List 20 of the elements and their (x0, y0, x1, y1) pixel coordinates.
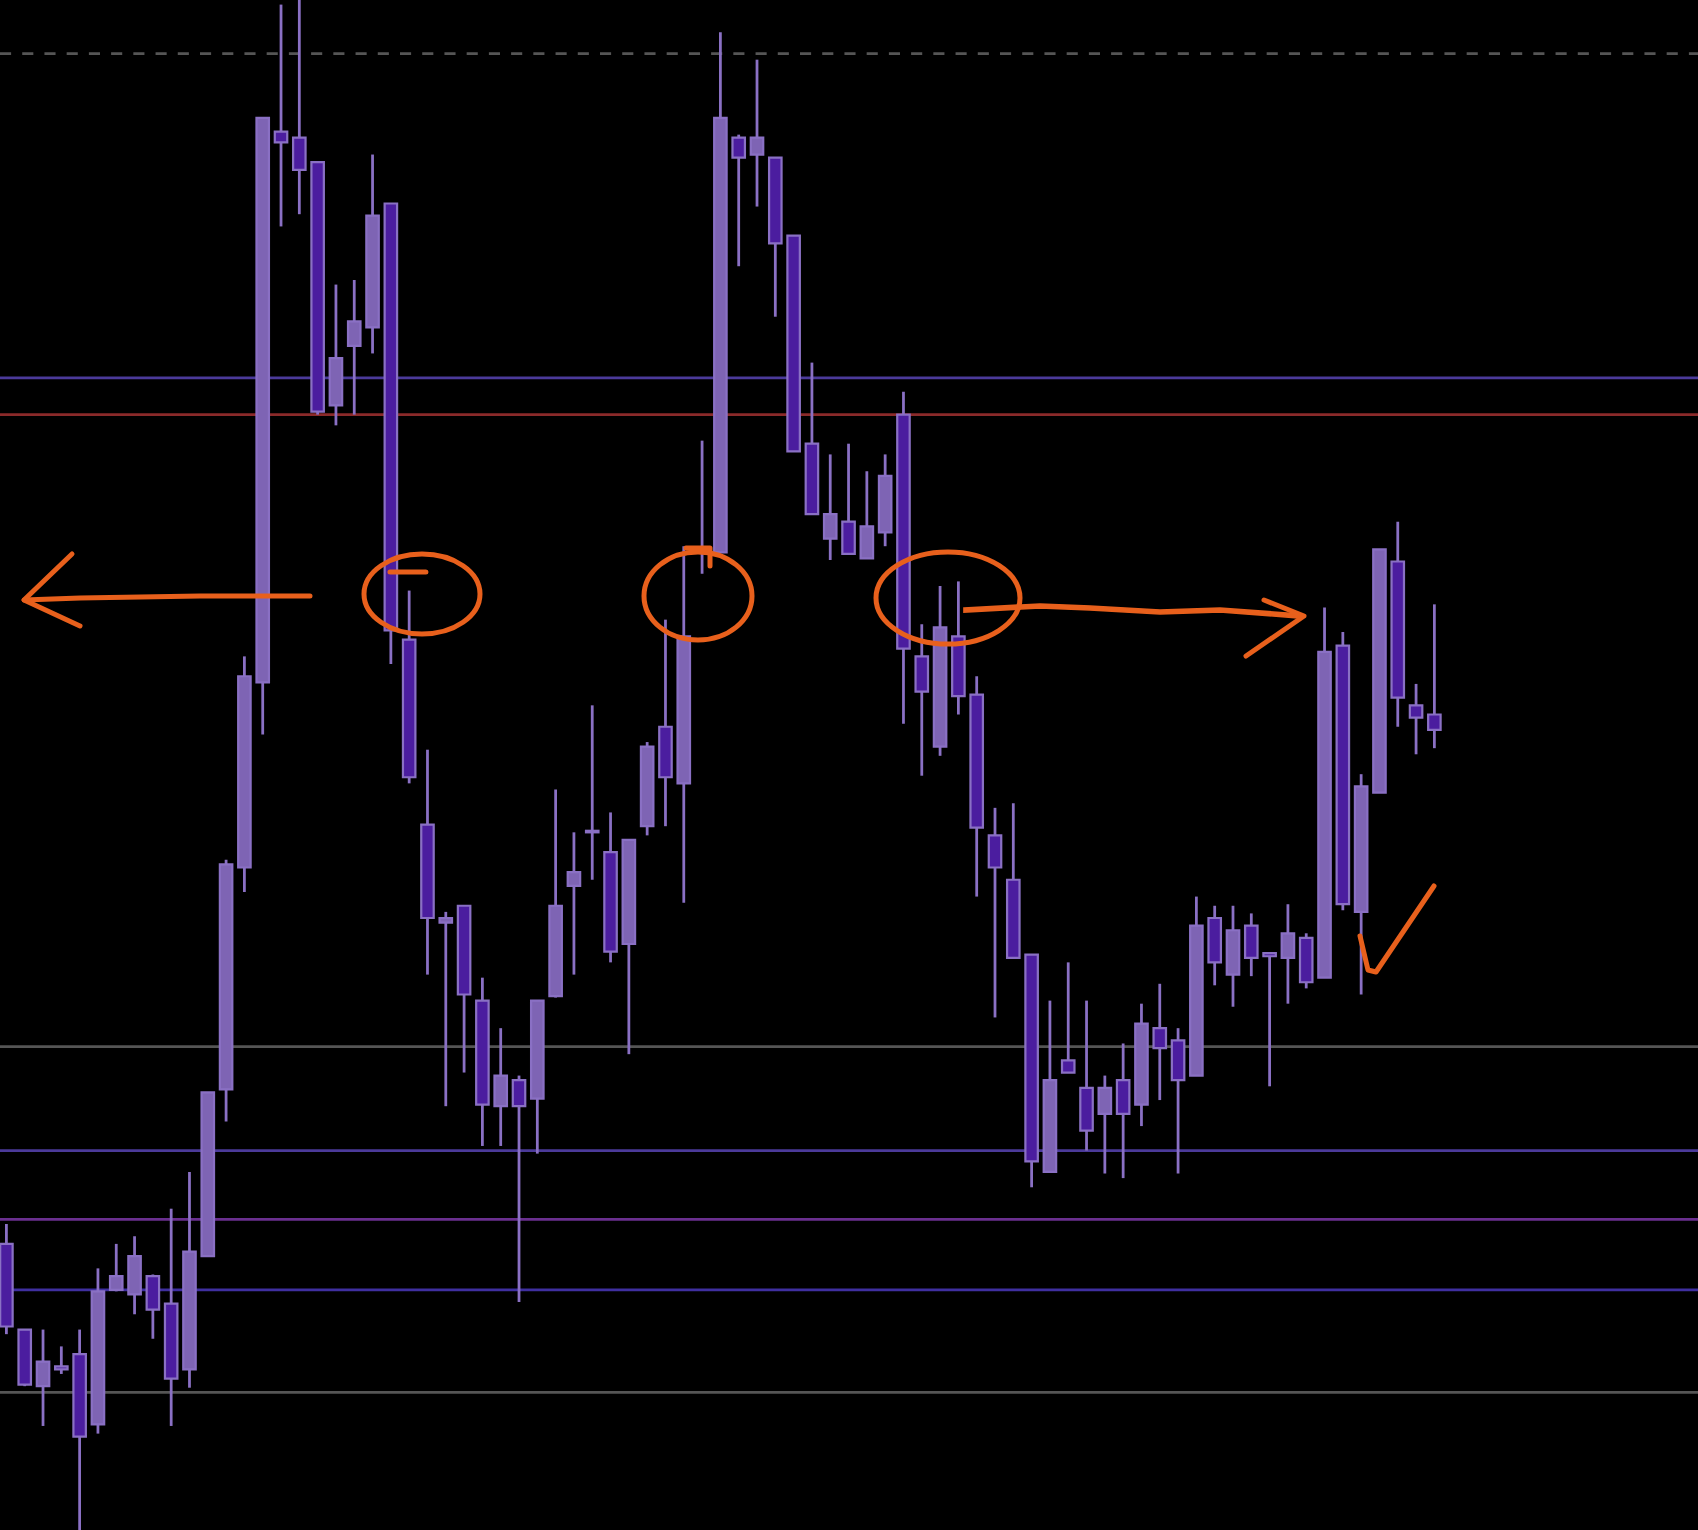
candlestick (584, 703, 600, 882)
candlestick (987, 806, 1003, 1019)
candlestick (914, 622, 930, 778)
candlestick (749, 58, 765, 208)
candlestick (511, 1074, 527, 1304)
candlestick (1170, 1026, 1186, 1175)
candlestick (859, 469, 875, 560)
candlestick (1097, 1074, 1113, 1175)
candlestick (1115, 1042, 1131, 1180)
candlestick (1427, 602, 1442, 750)
candlestick (145, 1273, 161, 1341)
candlestick (1280, 902, 1296, 1006)
candlestick (273, 3, 289, 228)
candlestick (1408, 682, 1424, 756)
candlestick (1060, 960, 1076, 1074)
candlestick (566, 830, 582, 976)
candlestick (35, 1328, 51, 1428)
candlestick (1225, 904, 1241, 1009)
candlestick (1079, 999, 1094, 1152)
candlestick (328, 283, 344, 427)
